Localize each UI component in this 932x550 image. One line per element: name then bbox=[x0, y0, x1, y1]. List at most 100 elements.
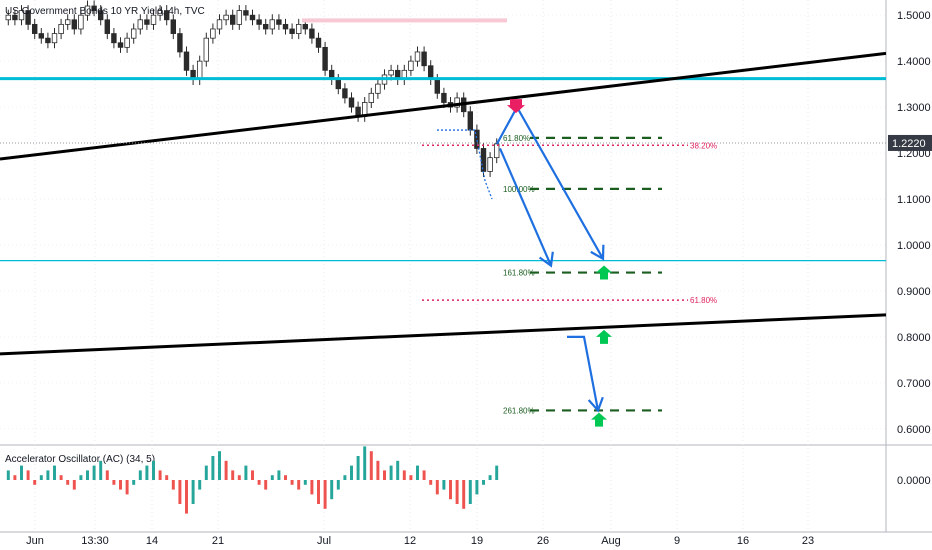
fib-level-label: 161.80% bbox=[503, 269, 535, 278]
oscillator-title: Accelerator Oscillator (AC) (34, 5) bbox=[5, 454, 155, 465]
red-down-arrow-icon bbox=[507, 99, 525, 114]
candle-body bbox=[348, 97, 355, 108]
candle-body bbox=[302, 23, 309, 30]
trendline bbox=[0, 313, 887, 356]
candle-body bbox=[269, 19, 276, 30]
candle-body bbox=[223, 14, 229, 21]
candle-body bbox=[289, 28, 295, 34]
candle-body bbox=[177, 33, 183, 53]
oscillator-zero-label: 0.0000 bbox=[897, 475, 931, 487]
x-tick-label: 13:30 bbox=[81, 535, 109, 547]
x-tick-label: 23 bbox=[802, 535, 814, 547]
fib-level-label: 61.80% bbox=[503, 134, 530, 143]
trendline bbox=[0, 51, 887, 161]
x-tick-label: 21 bbox=[212, 535, 224, 547]
candle-body bbox=[408, 60, 414, 71]
green-up-arrow-icon bbox=[591, 412, 607, 427]
candle-body bbox=[243, 10, 249, 16]
candle-body bbox=[309, 28, 315, 39]
x-tick-label: Aug bbox=[601, 535, 621, 547]
x-tick-label: 14 bbox=[146, 535, 158, 547]
projection-arrowhead-1 bbox=[590, 244, 605, 261]
candle-body bbox=[18, 10, 25, 21]
candle-body bbox=[467, 111, 474, 131]
candle-body bbox=[249, 14, 256, 21]
projection-path-2 bbox=[498, 148, 553, 267]
candle-body bbox=[91, 5, 97, 11]
candle-body bbox=[157, 10, 163, 16]
projection-path-3 bbox=[567, 335, 600, 411]
candle-body bbox=[163, 10, 170, 21]
y-tick-label: 1.0000 bbox=[897, 240, 931, 252]
fib-level-label: 261.80% bbox=[503, 406, 535, 415]
green-up-arrow-icon bbox=[596, 265, 612, 280]
candle-body bbox=[38, 33, 45, 39]
candle-body bbox=[117, 42, 124, 48]
y-tick-label: 0.8000 bbox=[897, 332, 931, 344]
candle-body bbox=[5, 14, 12, 21]
projection-arrowhead-3 bbox=[587, 396, 604, 413]
candle-body bbox=[474, 129, 480, 149]
fib-red-label: 61.80% bbox=[690, 296, 717, 305]
candle-body bbox=[315, 37, 322, 48]
projection-path-1 bbox=[496, 104, 604, 260]
y-tick-label: 0.7000 bbox=[897, 378, 931, 390]
candle-body bbox=[97, 10, 104, 21]
candle-body bbox=[25, 10, 31, 25]
candle-body bbox=[111, 33, 117, 44]
candle-body bbox=[487, 157, 493, 172]
last-price-label: 1.2220 bbox=[892, 138, 926, 150]
x-tick-label: 19 bbox=[471, 535, 483, 547]
candle-body bbox=[414, 51, 421, 62]
candle-body bbox=[84, 5, 91, 16]
candle-body bbox=[203, 37, 210, 62]
candle-body bbox=[58, 23, 64, 34]
candle-body bbox=[375, 83, 381, 94]
candle-body bbox=[454, 97, 460, 108]
candle-body bbox=[150, 14, 157, 25]
chart-title: US Government Bonds 10 YR Yield, 4h, TVC bbox=[5, 6, 205, 17]
y-tick-label: 1.1000 bbox=[897, 194, 931, 206]
candle-body bbox=[335, 79, 342, 90]
projection-arrowhead-2 bbox=[538, 251, 554, 268]
last-price-badge bbox=[888, 134, 932, 151]
x-tick-label: 16 bbox=[737, 535, 749, 547]
candle-body bbox=[216, 19, 223, 30]
green-up-arrow-icon bbox=[596, 329, 612, 344]
y-tick-label: 0.6000 bbox=[897, 424, 931, 436]
candle-body bbox=[236, 10, 243, 25]
x-tick-label: Jun bbox=[26, 535, 44, 547]
candle-body bbox=[137, 19, 144, 30]
y-tick-label: 0.9000 bbox=[897, 286, 931, 298]
y-tick-label: 1.2000 bbox=[897, 148, 931, 160]
candle-body bbox=[282, 23, 289, 30]
candle-body bbox=[104, 19, 111, 34]
candle-body bbox=[421, 51, 427, 67]
candle-body bbox=[256, 19, 262, 25]
candle-body bbox=[183, 51, 190, 71]
candle-body bbox=[262, 23, 269, 30]
candle-body bbox=[342, 88, 348, 99]
x-tick-label: Jul bbox=[317, 535, 331, 547]
candle-body bbox=[229, 14, 236, 25]
y-tick-label: 1.3000 bbox=[897, 102, 931, 114]
candle-body bbox=[196, 60, 203, 80]
candle-body bbox=[441, 92, 447, 103]
candle-body bbox=[434, 79, 441, 94]
candle-body bbox=[78, 14, 84, 30]
candle-body bbox=[51, 33, 58, 44]
candle-body bbox=[71, 19, 78, 30]
candle-body bbox=[31, 23, 38, 34]
x-tick-label: 9 bbox=[674, 535, 680, 547]
candle-body bbox=[388, 69, 394, 76]
candle-body bbox=[130, 28, 137, 39]
candle-body bbox=[493, 143, 500, 159]
candle-body bbox=[45, 37, 51, 44]
candle-body bbox=[124, 37, 130, 48]
x-tick-label: 12 bbox=[404, 535, 416, 547]
pink-resistance-band bbox=[302, 18, 507, 23]
candle-body bbox=[295, 23, 302, 34]
candle-body bbox=[144, 19, 150, 25]
fib-red-label: 38.20% bbox=[690, 141, 717, 150]
